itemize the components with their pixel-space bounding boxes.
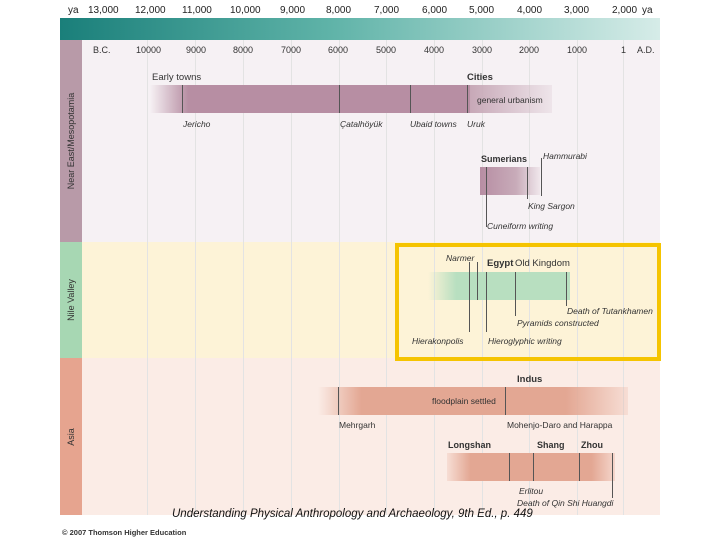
near-east-label: Near East/Mesopotamia bbox=[66, 92, 76, 190]
sargon-tick bbox=[527, 167, 528, 199]
narmer-tick bbox=[477, 262, 478, 300]
date-tick: 3000 bbox=[472, 45, 493, 55]
hierakonpolis-tick bbox=[469, 262, 470, 332]
tutankhamen-label: Death of Tutankhamen bbox=[567, 306, 653, 316]
cuneiform-label: Cuneiform writing bbox=[487, 221, 554, 231]
bc-label: B.C. bbox=[93, 45, 111, 55]
uruk-label: Uruk bbox=[467, 119, 485, 129]
early-towns-label: Early towns bbox=[152, 72, 202, 83]
ya-tick: 10,000 bbox=[230, 5, 261, 16]
date-tick: 8000 bbox=[233, 45, 254, 55]
hammurabi-label: Hammurabi bbox=[543, 151, 587, 161]
hammurabi-tick bbox=[541, 158, 542, 196]
date-tick: 7000 bbox=[281, 45, 302, 55]
date-tick: 1000 bbox=[567, 45, 588, 55]
date-tick: 1 bbox=[621, 45, 627, 55]
ya-tick: 8,000 bbox=[326, 5, 352, 16]
longshan-label: Longshan bbox=[448, 440, 491, 450]
zhou-label: Zhou bbox=[581, 440, 603, 450]
ya-tick: 6,000 bbox=[422, 5, 448, 16]
nile-label: Nile Valley bbox=[66, 279, 76, 321]
ya-tick: 7,000 bbox=[374, 5, 400, 16]
hierakonpolis-label: Hierakonpolis bbox=[412, 336, 464, 346]
nile-side: Nile Valley bbox=[60, 242, 82, 358]
date-tick: 6000 bbox=[328, 45, 349, 55]
asia-background bbox=[82, 358, 660, 515]
egypt-bar bbox=[428, 272, 570, 300]
caption: Understanding Physical Anthropology and … bbox=[172, 508, 533, 520]
jericho-tick bbox=[182, 85, 183, 113]
gridline bbox=[386, 40, 387, 515]
shang-label: Shang bbox=[537, 440, 565, 450]
hieroglyphic-tick bbox=[486, 272, 487, 332]
mehrgarh-label: Mehrgarh bbox=[339, 420, 376, 430]
cities-bar bbox=[470, 85, 552, 113]
ya-tick: 5,000 bbox=[469, 5, 495, 16]
ya-unit-left: ya bbox=[68, 5, 79, 16]
ya-unit-right: ya bbox=[642, 5, 653, 16]
old-kingdom-label: Old Kingdom bbox=[515, 258, 570, 269]
jericho-label: Jericho bbox=[183, 119, 211, 129]
zhou-tick bbox=[579, 453, 580, 481]
egypt-label: Egypt bbox=[487, 258, 514, 269]
sumerians-label: Sumerians bbox=[481, 154, 528, 164]
date-tick: 4000 bbox=[424, 45, 445, 55]
ya-tick: 12,000 bbox=[135, 5, 166, 16]
gridline bbox=[243, 40, 244, 515]
nile-background bbox=[82, 242, 660, 358]
ya-tick: 3,000 bbox=[564, 5, 590, 16]
pyramids-tick bbox=[515, 272, 516, 316]
king-sargon-label: King Sargon bbox=[528, 201, 575, 211]
qin-label: Death of Qin Shi Huangdi bbox=[517, 498, 614, 508]
date-tick: 9000 bbox=[186, 45, 207, 55]
china-bar bbox=[447, 453, 615, 481]
catalhoyuk-tick bbox=[339, 85, 340, 113]
gridline bbox=[291, 40, 292, 515]
mohenjo-label: Mohenjo-Daro and Harappa bbox=[507, 420, 613, 430]
asia-label: Asia bbox=[66, 427, 76, 446]
gridline bbox=[577, 40, 578, 515]
ya-tick: 13,000 bbox=[88, 5, 119, 16]
tutankhamen-tick bbox=[566, 272, 567, 306]
erlitou-label: Erlitou bbox=[519, 486, 544, 496]
floodplain-label: floodplain settled bbox=[432, 396, 496, 406]
erlitou-tick bbox=[509, 453, 510, 481]
gridline bbox=[339, 40, 340, 515]
mehrgarh-tick bbox=[338, 387, 339, 415]
header-band bbox=[60, 18, 660, 40]
uruk-tick bbox=[467, 85, 468, 113]
mohenjo-tick bbox=[505, 387, 506, 415]
ya-tick: 11,000 bbox=[182, 5, 212, 16]
sumerians-bar bbox=[480, 167, 540, 195]
near-east-background bbox=[82, 40, 660, 242]
copyright: © 2007 Thomson Higher Education bbox=[62, 528, 187, 537]
date-tick: 2000 bbox=[519, 45, 540, 55]
date-tick: 5000 bbox=[376, 45, 397, 55]
indus-label: Indus bbox=[517, 374, 543, 385]
early-towns-bar bbox=[150, 85, 470, 113]
near-east-side: Near East/Mesopotamia bbox=[60, 40, 82, 242]
cuneiform-tick bbox=[486, 167, 487, 227]
ubaid-tick bbox=[410, 85, 411, 113]
ya-tick: 4,000 bbox=[517, 5, 543, 16]
asia-side: Asia bbox=[60, 358, 82, 515]
qin-tick bbox=[612, 453, 613, 498]
cities-label: Cities bbox=[467, 72, 493, 83]
ya-tick: 9,000 bbox=[280, 5, 306, 16]
date-tick: 10000 bbox=[136, 45, 162, 55]
general-urbanism-label: general urbanism bbox=[477, 95, 543, 105]
shang-tick bbox=[533, 453, 534, 481]
egypt-highlight-box bbox=[395, 243, 661, 361]
ya-tick: 2,000 bbox=[612, 5, 638, 16]
indus-bar bbox=[318, 387, 628, 415]
gridline bbox=[147, 40, 148, 515]
gridline bbox=[623, 40, 624, 515]
ubaid-towns-label: Ubaid towns bbox=[410, 119, 457, 129]
gridline bbox=[195, 40, 196, 515]
catalhoyuk-label: Çatalhöyük bbox=[340, 119, 383, 129]
hieroglyphic-label: Hieroglyphic writing bbox=[488, 336, 562, 346]
narmer-label: Narmer bbox=[446, 253, 475, 263]
pyramids-label: Pyramids constructed bbox=[517, 318, 599, 328]
ad-label: A.D. bbox=[637, 45, 655, 55]
